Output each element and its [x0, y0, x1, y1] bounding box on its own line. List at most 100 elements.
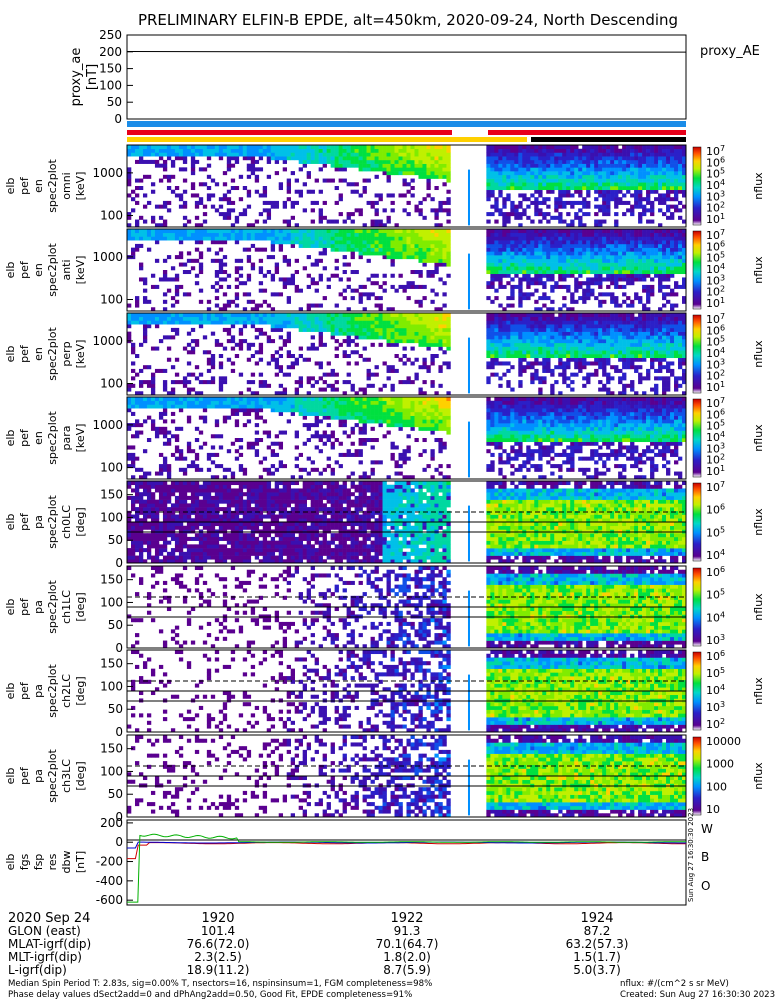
spectrogram-cell — [310, 208, 315, 213]
spectrogram-cell — [570, 292, 575, 297]
spectrogram-cell — [398, 324, 403, 329]
spectrogram-cell — [650, 331, 655, 336]
spectrogram-cell — [530, 313, 535, 318]
spectrogram-cell — [506, 380, 511, 385]
spectrogram-cell — [406, 189, 411, 194]
spectrogram-cell — [398, 167, 403, 172]
spectrogram-cell — [190, 171, 196, 176]
spectrogram-cell — [274, 365, 280, 370]
spectrogram-cell — [502, 273, 507, 278]
spectrogram-cell — [502, 350, 507, 355]
panel-ylabel: en — [32, 179, 45, 193]
spectrogram-cell — [546, 320, 551, 325]
spectrogram-cell — [530, 327, 535, 332]
spectrogram-cell — [662, 255, 667, 260]
spectrogram-cell — [158, 152, 164, 157]
spectrogram-cell — [442, 174, 447, 179]
spectrogram-cell — [538, 182, 543, 187]
spectrogram-cell — [670, 266, 675, 271]
spectrogram-cell — [210, 284, 216, 289]
spectrogram-cell — [562, 380, 567, 385]
spectrogram-cell — [310, 342, 315, 347]
spectrogram-cell — [254, 335, 260, 340]
spectrogram-cell — [346, 182, 351, 187]
spectrogram-cell — [590, 335, 595, 340]
spectrogram-cell — [574, 324, 579, 329]
spectrogram-cell — [306, 380, 311, 385]
spectrogram-cell — [554, 354, 559, 359]
spectrogram-cell — [634, 335, 639, 340]
spectrogram-cell — [542, 361, 547, 366]
spectrogram-cell — [566, 320, 571, 325]
spectrogram-cell — [534, 331, 539, 336]
spectrogram-cell — [338, 327, 343, 332]
spectrogram-cell — [578, 171, 583, 176]
spectrogram-cell — [586, 277, 591, 282]
spectrogram-cell — [670, 342, 675, 347]
spectrogram-cell — [542, 357, 547, 362]
spectrogram-cell — [662, 387, 667, 392]
spectrogram-cell — [586, 148, 591, 153]
spectrogram-cell — [490, 339, 495, 344]
spectrogram-cell — [402, 324, 407, 329]
spectrogram-cell — [562, 354, 567, 359]
spectrogram-cell — [358, 236, 363, 241]
spectrogram-cell — [678, 189, 683, 194]
spectrogram-cell — [386, 229, 391, 234]
spectrogram-cell — [414, 243, 419, 248]
spectrogram-cell — [194, 320, 200, 325]
spectrogram-cell — [318, 342, 323, 347]
spectrogram-cell — [318, 277, 323, 282]
spectrogram-cell — [210, 229, 216, 234]
spectrogram-cell — [170, 400, 176, 405]
spectrogram-cell — [530, 243, 535, 248]
spectrogram-cell — [166, 232, 172, 237]
spectrogram-cell — [518, 365, 523, 370]
spectrogram-cell — [590, 240, 595, 245]
spectrogram-cell — [418, 163, 423, 168]
spectrogram-cell — [658, 324, 663, 329]
spectrogram-cell — [578, 152, 583, 157]
spectrogram-cell — [526, 197, 531, 202]
spectrogram-cell — [630, 339, 635, 344]
spectrogram-cell — [402, 182, 407, 187]
spectrogram-cell — [486, 152, 491, 157]
spectrogram-cell — [410, 186, 415, 191]
spectrogram-cell — [658, 270, 663, 275]
spectrogram-cell — [182, 400, 188, 405]
spectrogram-cell — [618, 270, 623, 275]
spectrogram-cell — [398, 255, 403, 260]
spectrogram-cell — [138, 316, 144, 321]
spectrogram-cell — [330, 219, 335, 224]
spectrogram-cell — [626, 240, 631, 245]
spectrogram-cell — [146, 397, 152, 402]
spectrogram-cell — [138, 313, 144, 318]
spectrogram-cell — [506, 350, 511, 355]
spectrogram-cell — [174, 299, 180, 304]
spectrogram-cell — [566, 178, 571, 183]
spectrogram-cell — [494, 320, 499, 325]
spectrogram-cell — [510, 148, 515, 153]
spectrogram-cell — [342, 313, 347, 318]
spectrogram-cell — [398, 251, 403, 256]
spectrogram-cell — [214, 288, 220, 293]
spectrogram-cell — [626, 243, 631, 248]
spectrogram-cell — [370, 383, 375, 388]
spectrogram-cell — [678, 357, 683, 362]
spectrogram-cell — [394, 148, 399, 153]
spectrogram-cell — [638, 174, 643, 179]
spectrogram-cell — [566, 350, 571, 355]
spectrogram-cell — [418, 212, 423, 217]
spectrogram-cell — [510, 232, 515, 237]
spectrogram-cell — [218, 204, 224, 209]
spectrogram-cell — [342, 145, 347, 150]
spectrogram-cell — [654, 182, 659, 187]
spectrogram-cell — [370, 292, 375, 297]
spectrogram-cell — [158, 430, 164, 435]
spectrogram-cell — [662, 236, 667, 241]
spectrogram-cell — [562, 365, 567, 370]
spectrogram-cell — [386, 255, 391, 260]
spectrogram-cell — [442, 327, 447, 332]
spectrogram-cell — [378, 284, 383, 289]
spectrogram-cell — [610, 159, 615, 164]
